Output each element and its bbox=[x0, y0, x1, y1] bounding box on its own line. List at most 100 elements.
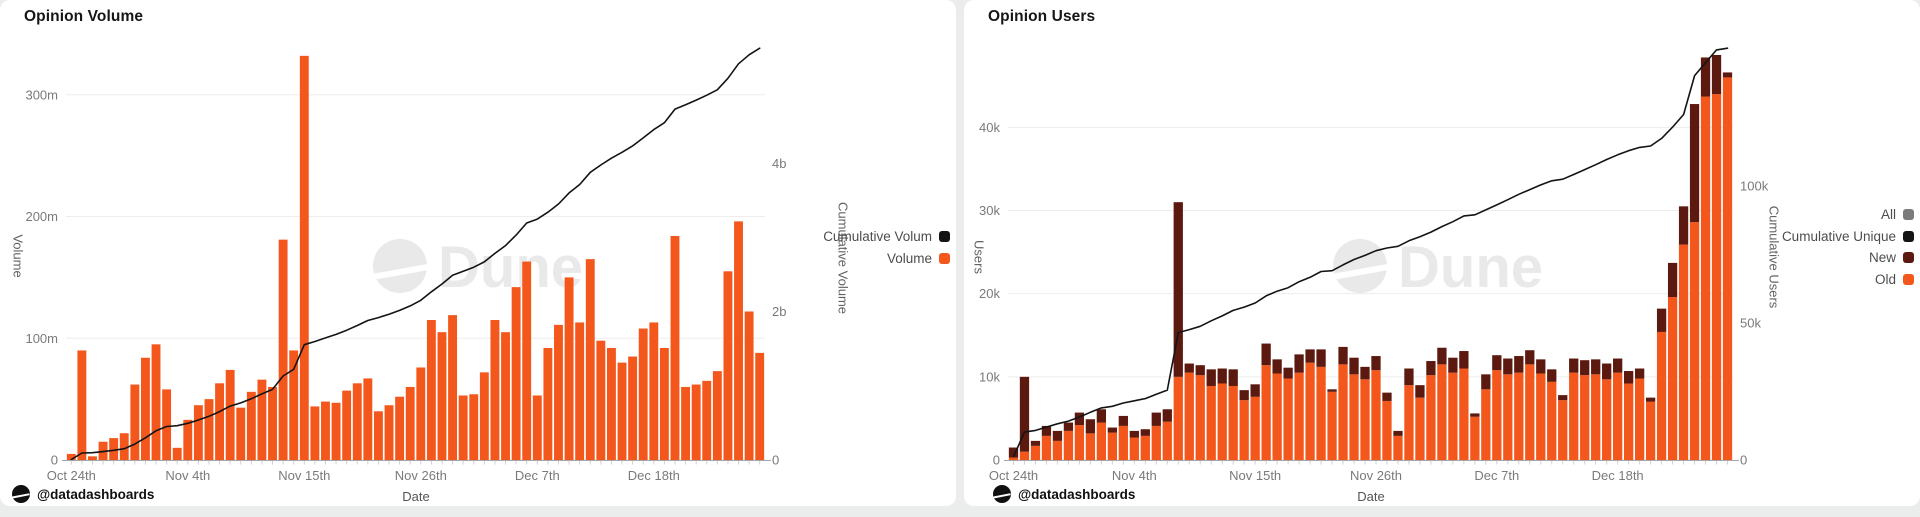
new-users-bar-segment[interactable] bbox=[1327, 389, 1337, 392]
new-users-bar-segment[interactable] bbox=[1239, 390, 1249, 401]
new-users-bar-segment[interactable] bbox=[1415, 385, 1425, 398]
old-users-bar-segment[interactable] bbox=[1481, 389, 1491, 460]
old-users-bar-segment[interactable] bbox=[1448, 372, 1458, 460]
volume-bar[interactable] bbox=[723, 271, 733, 460]
new-users-bar-segment[interactable] bbox=[1030, 440, 1041, 446]
volume-bar[interactable] bbox=[119, 433, 129, 460]
volume-bar[interactable] bbox=[140, 357, 150, 460]
old-users-bar-segment[interactable] bbox=[1415, 397, 1425, 460]
old-users-bar-segment[interactable] bbox=[1074, 425, 1085, 460]
new-users-bar-segment[interactable] bbox=[1195, 365, 1205, 376]
volume-bar[interactable] bbox=[395, 396, 405, 460]
old-users-bar-segment[interactable] bbox=[1019, 451, 1030, 460]
volume-bar[interactable] bbox=[289, 350, 299, 460]
new-users-bar-segment[interactable] bbox=[1689, 104, 1700, 223]
volume-bar[interactable] bbox=[712, 371, 722, 460]
volume-bar[interactable] bbox=[617, 362, 627, 460]
new-users-bar-segment[interactable] bbox=[1063, 422, 1074, 431]
new-users-bar-segment[interactable] bbox=[1261, 343, 1271, 366]
new-users-bar-segment[interactable] bbox=[1448, 357, 1458, 373]
volume-bar[interactable] bbox=[384, 405, 394, 460]
volume-bar[interactable] bbox=[88, 456, 97, 460]
opinion-volume-chart-canvas[interactable]: Dune 0 100m 200m 300m 0 2b 4b Oct 24th Nov 4th Nov… bbox=[0, 0, 956, 506]
old-users-bar-segment[interactable] bbox=[1129, 437, 1139, 460]
old-users-bar-segment[interactable] bbox=[1349, 374, 1359, 460]
new-users-bar-segment[interactable] bbox=[1184, 363, 1194, 373]
new-users-bar-segment[interactable] bbox=[1404, 368, 1414, 386]
new-users-bar-segment[interactable] bbox=[1667, 262, 1678, 297]
new-users-bar-segment[interactable] bbox=[1722, 72, 1733, 78]
volume-bar[interactable] bbox=[299, 55, 309, 461]
volume-bar[interactable] bbox=[501, 332, 510, 460]
volume-bar[interactable] bbox=[321, 401, 330, 460]
old-users-bar-segment[interactable] bbox=[1547, 381, 1557, 460]
old-users-bar-segment[interactable] bbox=[1085, 433, 1096, 460]
volume-bar[interactable] bbox=[426, 320, 436, 460]
volume-bar[interactable] bbox=[352, 383, 362, 460]
volume-bar[interactable] bbox=[649, 322, 659, 460]
old-users-bar-segment[interactable] bbox=[1162, 421, 1172, 460]
new-users-bar-segment[interactable] bbox=[1525, 350, 1535, 365]
old-users-bar-segment[interactable] bbox=[1711, 94, 1722, 461]
legend-item-new[interactable]: New bbox=[1782, 247, 1914, 269]
volume-bar[interactable] bbox=[236, 407, 246, 460]
new-users-bar-segment[interactable] bbox=[1272, 359, 1282, 374]
volume-bar[interactable] bbox=[691, 384, 701, 460]
old-users-bar-segment[interactable] bbox=[1316, 366, 1326, 460]
old-users-bar-segment[interactable] bbox=[1514, 372, 1524, 460]
old-users-bar-segment[interactable] bbox=[1437, 364, 1447, 460]
new-users-bar-segment[interactable] bbox=[1602, 363, 1612, 380]
old-users-bar-segment[interactable] bbox=[1382, 400, 1392, 460]
new-users-bar-segment[interactable] bbox=[1580, 360, 1590, 376]
volume-bar[interactable] bbox=[331, 402, 341, 460]
new-users-bar-segment[interactable] bbox=[1711, 54, 1722, 95]
legend-item-volume[interactable]: Volume bbox=[823, 248, 950, 270]
new-users-bar-segment[interactable] bbox=[1569, 358, 1579, 373]
volume-bar[interactable] bbox=[130, 384, 140, 460]
old-users-bar-segment[interactable] bbox=[1283, 378, 1293, 460]
old-users-bar-segment[interactable] bbox=[1613, 372, 1623, 460]
new-users-bar-segment[interactable] bbox=[1613, 358, 1623, 373]
volume-bar[interactable] bbox=[77, 350, 87, 460]
new-users-bar-segment[interactable] bbox=[1634, 368, 1645, 379]
old-users-bar-segment[interactable] bbox=[1151, 425, 1161, 460]
old-users-bar-segment[interactable] bbox=[1426, 375, 1436, 460]
volume-bar[interactable] bbox=[511, 287, 521, 460]
volume-bar[interactable] bbox=[638, 328, 648, 460]
new-users-bar-segment[interactable] bbox=[1305, 349, 1315, 363]
new-users-bar-segment[interactable] bbox=[1678, 206, 1689, 245]
old-users-bar-segment[interactable] bbox=[1393, 435, 1403, 460]
old-users-bar-segment[interactable] bbox=[1404, 385, 1414, 460]
volume-bar[interactable] bbox=[109, 438, 119, 460]
volume-bar[interactable] bbox=[268, 386, 277, 460]
new-users-bar-segment[interactable] bbox=[1656, 308, 1667, 332]
volume-bar[interactable] bbox=[448, 315, 458, 460]
new-users-bar-segment[interactable] bbox=[1206, 369, 1216, 386]
volume-bar[interactable] bbox=[458, 395, 468, 460]
old-users-bar-segment[interactable] bbox=[1239, 400, 1249, 460]
old-users-bar-segment[interactable] bbox=[1305, 362, 1315, 460]
old-users-bar-segment[interactable] bbox=[1558, 400, 1568, 460]
old-users-bar-segment[interactable] bbox=[1030, 445, 1041, 460]
new-users-bar-segment[interactable] bbox=[1283, 367, 1293, 379]
old-users-bar-segment[interactable] bbox=[1173, 376, 1183, 460]
volume-bar[interactable] bbox=[670, 236, 680, 460]
old-users-bar-segment[interactable] bbox=[1689, 222, 1700, 460]
new-users-bar-segment[interactable] bbox=[1140, 429, 1150, 436]
new-users-bar-segment[interactable] bbox=[1129, 430, 1139, 438]
volume-bar[interactable] bbox=[543, 348, 553, 460]
volume-bar[interactable] bbox=[363, 378, 373, 460]
volume-bar[interactable] bbox=[66, 453, 76, 460]
legend-item-cumulative-volum[interactable]: Cumulative Volum bbox=[823, 226, 950, 248]
new-users-bar-segment[interactable] bbox=[1514, 356, 1524, 373]
volume-bar[interactable] bbox=[585, 259, 595, 460]
volume-bar[interactable] bbox=[162, 389, 172, 460]
old-users-bar-segment[interactable] bbox=[1184, 372, 1194, 460]
volume-bar[interactable] bbox=[564, 277, 574, 460]
volume-bar[interactable] bbox=[681, 386, 691, 460]
new-users-bar-segment[interactable] bbox=[1536, 359, 1546, 374]
old-users-bar-segment[interactable] bbox=[1063, 430, 1074, 460]
new-users-bar-segment[interactable] bbox=[1019, 376, 1030, 452]
volume-bar[interactable] bbox=[702, 380, 712, 460]
volume-bars-group[interactable] bbox=[66, 55, 765, 461]
